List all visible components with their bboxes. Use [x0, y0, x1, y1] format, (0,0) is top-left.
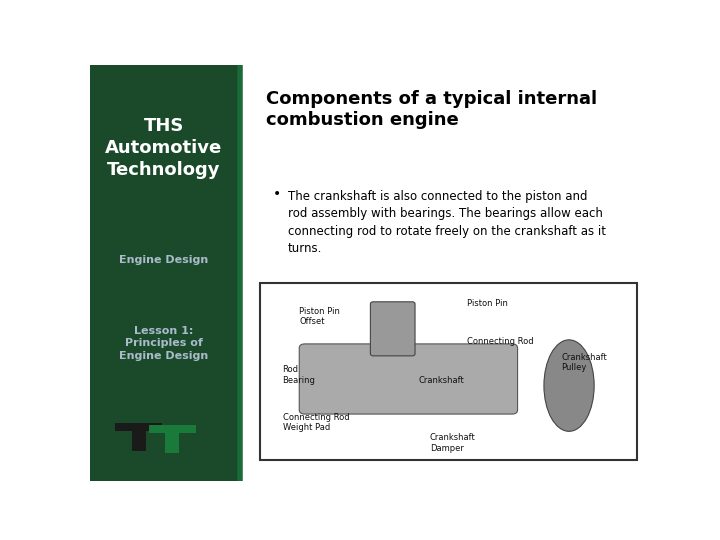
Text: Crankshaft: Crankshaft: [418, 376, 464, 385]
FancyBboxPatch shape: [90, 65, 238, 481]
Text: Components of a typical internal
combustion engine: Components of a typical internal combust…: [266, 90, 597, 129]
FancyBboxPatch shape: [238, 65, 648, 481]
Text: Connecting Rod
Weight Pad: Connecting Rod Weight Pad: [282, 413, 349, 432]
Text: Lesson 1:
Principles of
Engine Design: Lesson 1: Principles of Engine Design: [120, 326, 209, 361]
FancyBboxPatch shape: [370, 302, 415, 356]
Text: •: •: [272, 187, 281, 201]
Text: THS
Automotive
Technology: THS Automotive Technology: [105, 117, 222, 179]
Text: Connecting Rod: Connecting Rod: [467, 337, 534, 346]
Text: Engine Design: Engine Design: [120, 255, 209, 265]
Polygon shape: [149, 425, 196, 453]
Text: Piston Pin
Offset: Piston Pin Offset: [300, 307, 340, 326]
FancyBboxPatch shape: [260, 283, 637, 460]
Polygon shape: [115, 423, 162, 450]
Text: Crankshaft
Damper: Crankshaft Damper: [430, 434, 475, 453]
Text: The crankshaft is also connected to the piston and
rod assembly with bearings. T: The crankshaft is also connected to the …: [288, 190, 606, 255]
Ellipse shape: [544, 340, 594, 431]
Text: Piston Pin: Piston Pin: [467, 299, 508, 308]
FancyBboxPatch shape: [300, 344, 518, 414]
Text: Rod
Bearing: Rod Bearing: [282, 365, 315, 384]
Text: Crankshaft
Pulley: Crankshaft Pulley: [562, 353, 607, 372]
